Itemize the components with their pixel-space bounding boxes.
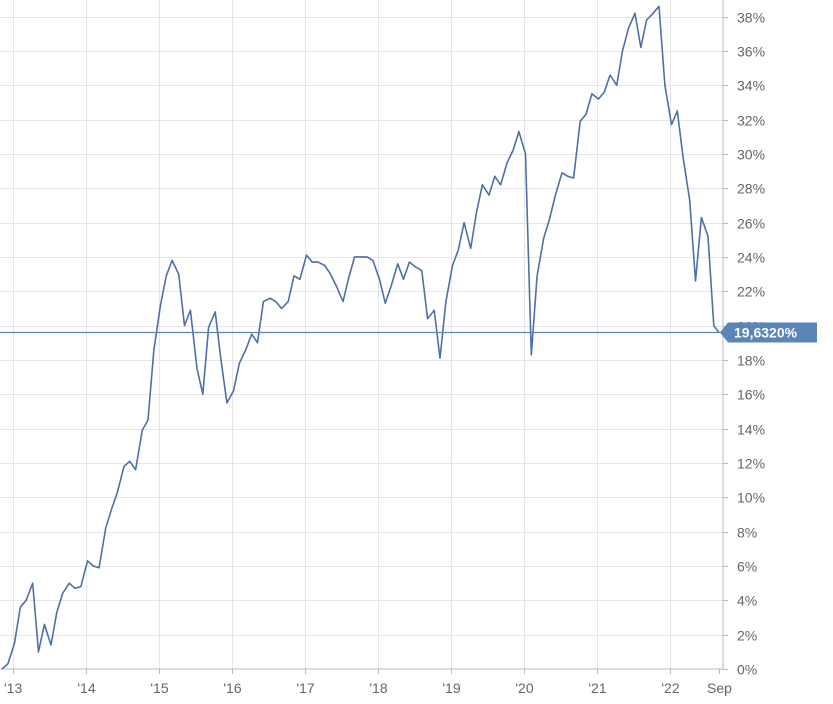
series-line (1, 5, 720, 670)
y-tick-label: 16% (737, 387, 765, 403)
y-tick-label: 38% (737, 10, 765, 26)
x-tick-label: '20 (515, 680, 533, 696)
y-tick-label: 4% (737, 593, 757, 609)
y-tick-label: 24% (737, 250, 765, 266)
y-tick-label: 14% (737, 422, 765, 438)
y-tick-label: 28% (737, 181, 765, 197)
last-value-badge: 19,6320% (720, 322, 817, 343)
y-tick-label: 12% (737, 456, 765, 472)
x-axis-ticks: '13 '14 '15 '16 '17 '18 '19 '20 '21 '22 Sep (4, 669, 732, 696)
y-tick-label: 34% (737, 78, 765, 94)
y-tick-label: 30% (737, 147, 765, 163)
y-tick-label: 0% (737, 662, 757, 678)
x-tick-label: '13 (4, 680, 22, 696)
y-tick-label: 36% (737, 44, 765, 60)
x-tick-label: '15 (150, 680, 168, 696)
gridlines (0, 0, 723, 669)
y-tick-label: 18% (737, 353, 765, 369)
x-tick-label: '22 (661, 680, 679, 696)
x-tick-label: '21 (588, 680, 606, 696)
x-tick-label: '14 (77, 680, 95, 696)
y-axis-ticks: 0%2%4%6%8%10%12%14%16%18%20%22%24%26%28%… (723, 10, 765, 678)
y-tick-label: 2% (737, 628, 757, 644)
last-value-badge-shape (720, 322, 817, 343)
x-tick-label: '16 (223, 680, 241, 696)
y-tick-label: 22% (737, 284, 765, 300)
y-tick-label: 10% (737, 490, 765, 506)
y-tick-label: 6% (737, 559, 757, 575)
y-tick-label: 8% (737, 525, 757, 541)
x-tick-label: '19 (442, 680, 460, 696)
x-tick-label: '18 (369, 680, 387, 696)
y-tick-label: 26% (737, 216, 765, 232)
x-tick-label: Sep (707, 680, 732, 696)
last-value-label: 19,6320% (734, 325, 798, 341)
x-tick-label: '17 (296, 680, 314, 696)
y-tick-label: 32% (737, 113, 765, 129)
